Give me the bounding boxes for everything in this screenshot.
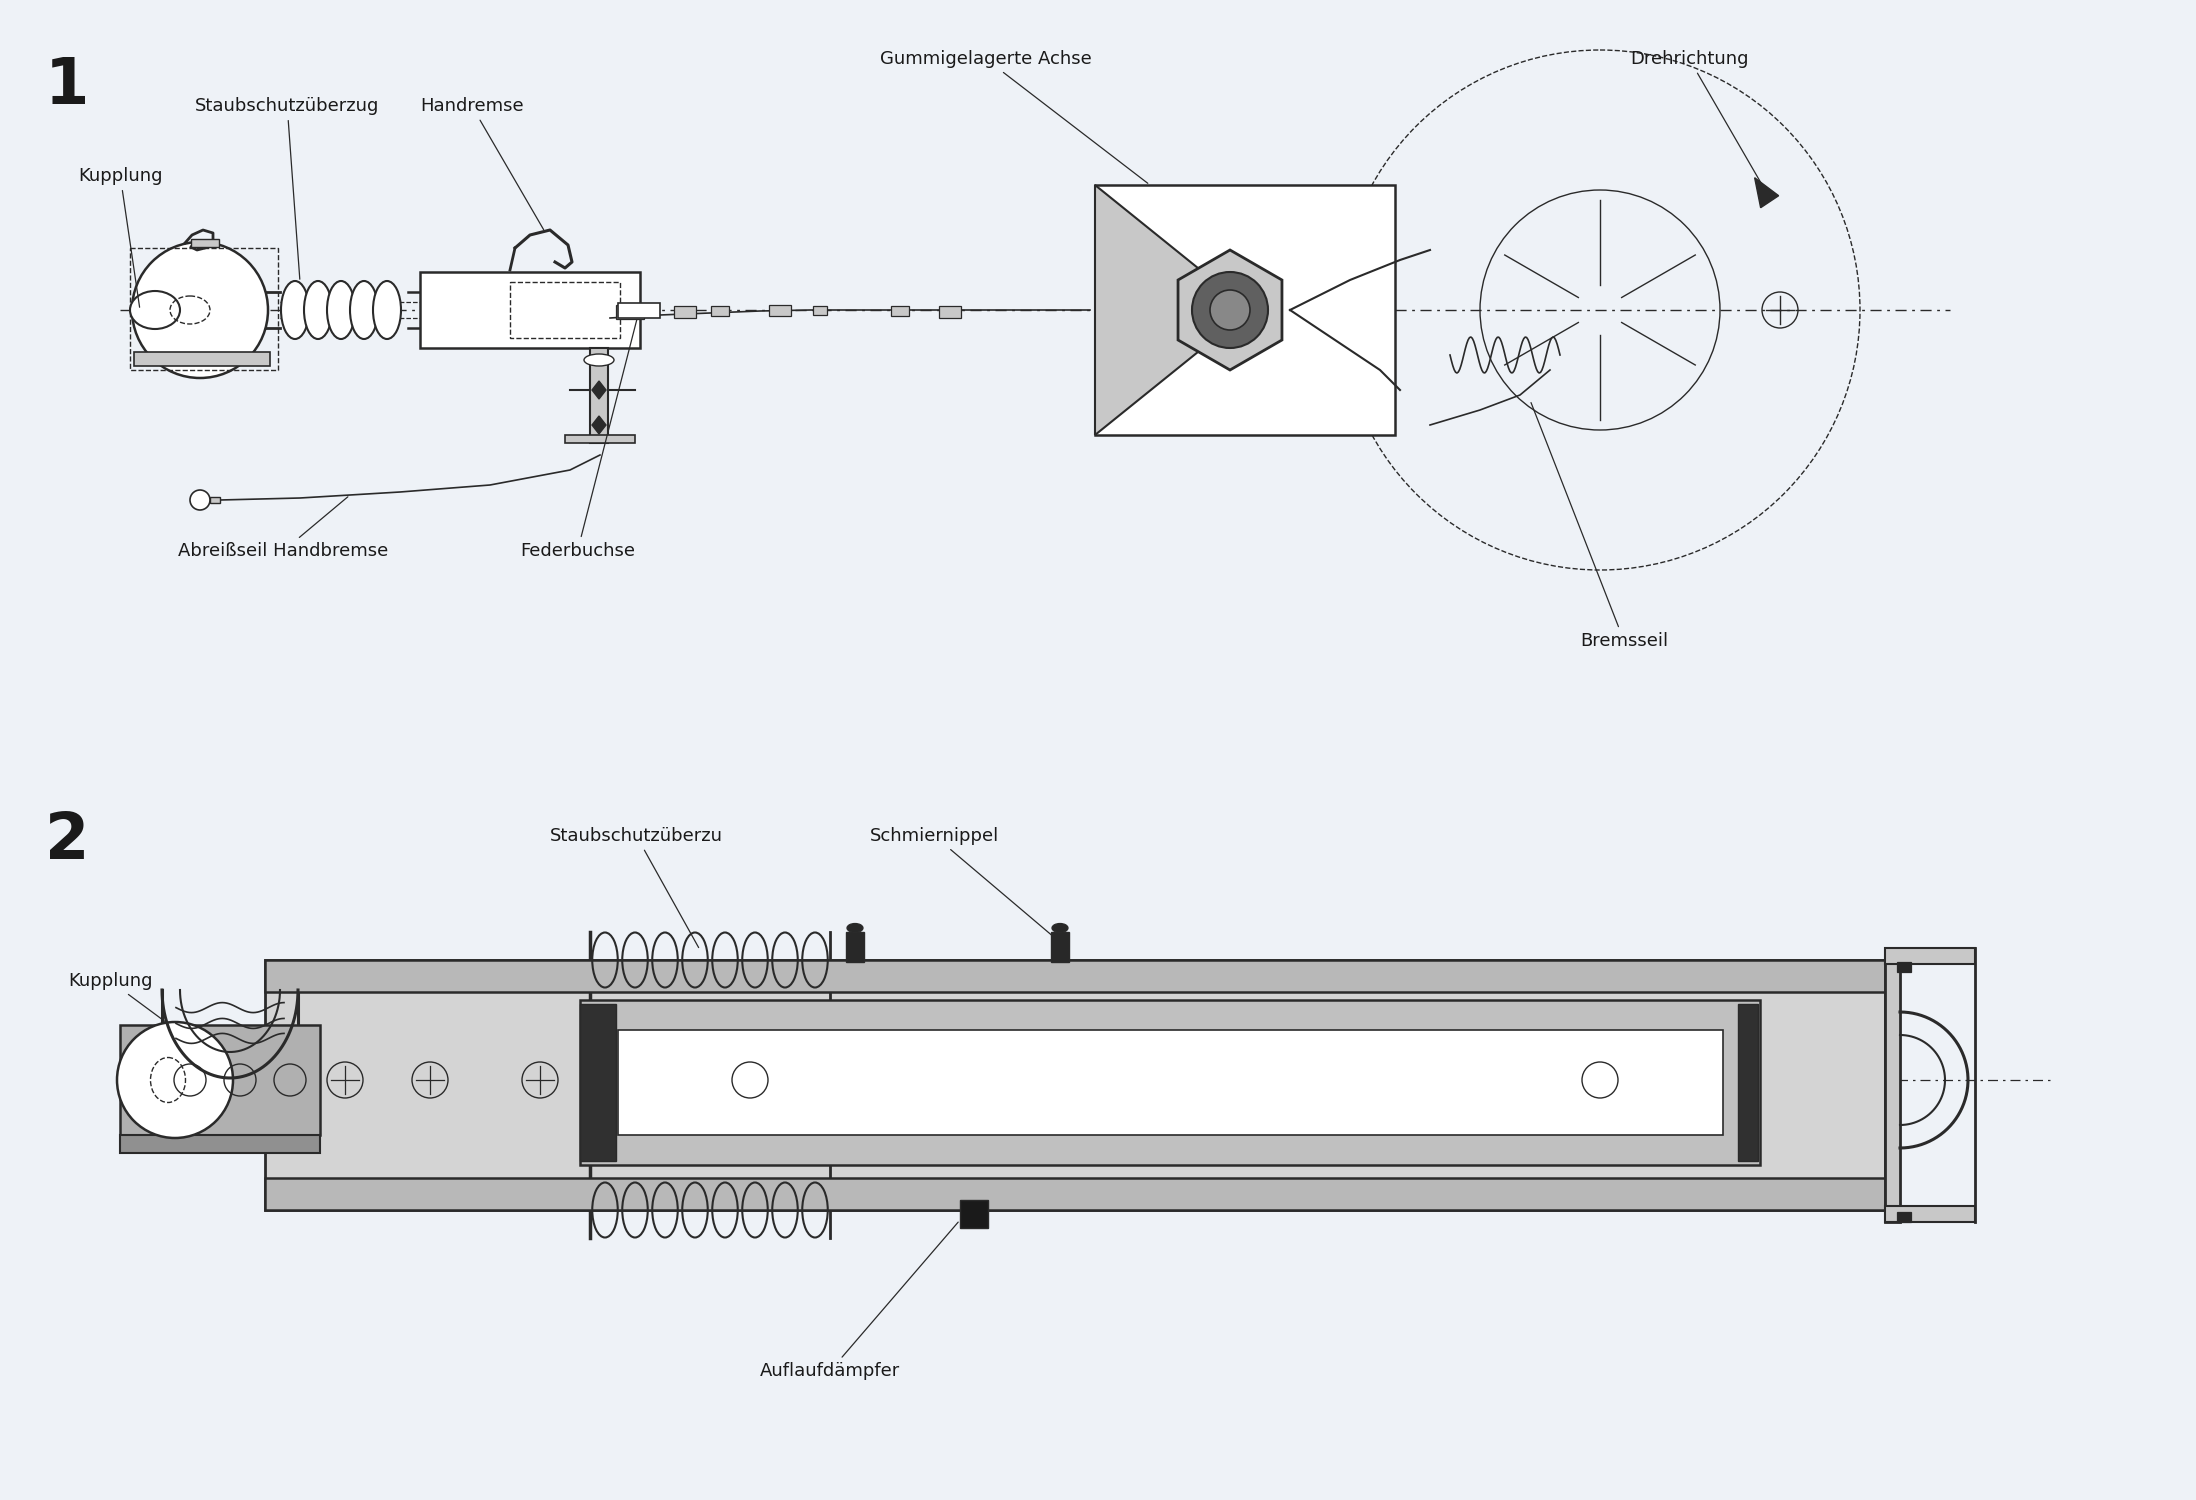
Ellipse shape	[130, 291, 180, 328]
Ellipse shape	[848, 924, 863, 933]
Text: Staubschutzüberzug: Staubschutzüberzug	[195, 98, 380, 279]
Text: Kupplung: Kupplung	[68, 972, 189, 1038]
Bar	[266, 960, 1884, 1210]
Ellipse shape	[303, 280, 332, 339]
Bar	[266, 1178, 1884, 1210]
Ellipse shape	[327, 280, 356, 339]
Bar	[1096, 184, 1394, 435]
Polygon shape	[593, 381, 606, 399]
Bar	[134, 352, 270, 366]
Bar	[591, 348, 608, 442]
Bar	[211, 496, 220, 502]
Circle shape	[132, 242, 268, 378]
Ellipse shape	[349, 280, 378, 339]
Ellipse shape	[584, 354, 615, 366]
Bar	[509, 282, 619, 338]
Text: Schmiernippel: Schmiernippel	[870, 827, 1052, 936]
Bar	[1897, 1212, 1911, 1222]
Bar	[1884, 1206, 1974, 1222]
Text: Kupplung: Kupplung	[79, 166, 163, 308]
Polygon shape	[1755, 177, 1779, 207]
Ellipse shape	[281, 280, 310, 339]
Bar	[1737, 1004, 1759, 1161]
Bar	[674, 306, 696, 318]
Polygon shape	[1177, 251, 1282, 370]
Bar	[1884, 948, 1900, 1222]
Bar	[266, 960, 1884, 992]
Bar	[564, 435, 635, 442]
Polygon shape	[593, 416, 606, 434]
Text: Drehrichtung: Drehrichtung	[1629, 50, 1766, 190]
Bar	[1884, 948, 1974, 964]
Circle shape	[1192, 272, 1267, 348]
Bar	[419, 272, 639, 348]
Bar	[121, 1136, 321, 1154]
Bar	[617, 303, 661, 318]
Bar	[617, 1030, 1724, 1136]
Bar	[121, 1024, 321, 1136]
Text: Bremsseil: Bremsseil	[1531, 402, 1669, 650]
Text: Abreißseil Handbremse: Abreißseil Handbremse	[178, 496, 389, 560]
Ellipse shape	[1052, 924, 1067, 933]
Bar	[130, 248, 279, 370]
Text: Auflaufdämpfer: Auflaufdämpfer	[760, 1222, 957, 1380]
Circle shape	[1210, 290, 1250, 330]
Bar	[191, 238, 220, 248]
Bar	[580, 1004, 617, 1161]
Polygon shape	[1096, 184, 1250, 435]
Text: 1: 1	[44, 56, 90, 117]
Bar	[1052, 932, 1069, 962]
Bar	[892, 306, 909, 316]
Bar	[813, 306, 828, 315]
Circle shape	[191, 490, 211, 510]
Text: Federbuchse: Federbuchse	[520, 318, 637, 560]
Bar	[940, 306, 962, 318]
Text: 2: 2	[44, 810, 90, 871]
Ellipse shape	[373, 280, 402, 339]
Bar	[1897, 962, 1911, 972]
Text: Handremse: Handremse	[419, 98, 545, 230]
Bar	[580, 1000, 1759, 1166]
Circle shape	[116, 1022, 233, 1138]
Text: Gummigelagerte Achse: Gummigelagerte Achse	[881, 50, 1149, 183]
Bar	[845, 932, 863, 962]
Bar	[712, 306, 729, 316]
Text: Staubschutzüberzu: Staubschutzüberzu	[549, 827, 722, 948]
Bar	[617, 304, 643, 320]
Bar	[769, 304, 791, 316]
Bar	[960, 1200, 988, 1228]
